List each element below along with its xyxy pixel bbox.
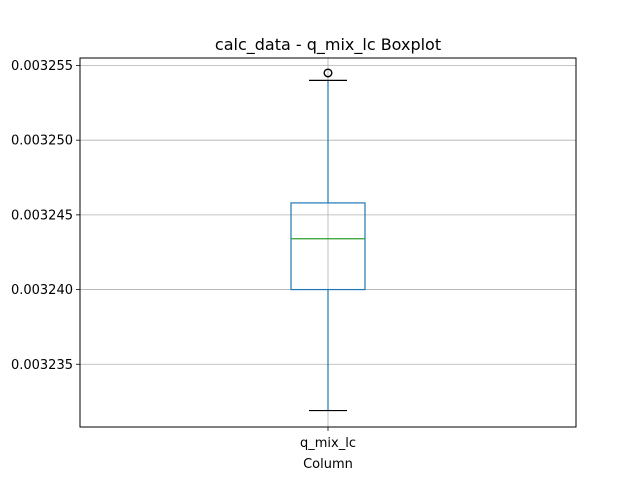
y-axis-ticks: 0.003235 0.003240 0.003245 0.003250 0.003255 — [11, 59, 80, 373]
outlier-point — [323, 68, 333, 78]
x-axis-ticks: q_mix_lc — [300, 427, 356, 451]
box-group — [290, 68, 366, 412]
y-tick-label: 0.003250 — [11, 134, 73, 149]
y-tick-label: 0.003245 — [11, 208, 73, 223]
x-tick-label: q_mix_lc — [300, 436, 356, 451]
y-tick-label: 0.003255 — [11, 59, 73, 74]
iqr-box — [290, 202, 366, 291]
chart-title: calc_data - q_mix_lc Boxplot — [215, 35, 441, 55]
y-tick-label: 0.003235 — [11, 358, 73, 373]
x-axis-label: Column — [303, 457, 353, 472]
y-tick-label: 0.003240 — [11, 283, 73, 298]
